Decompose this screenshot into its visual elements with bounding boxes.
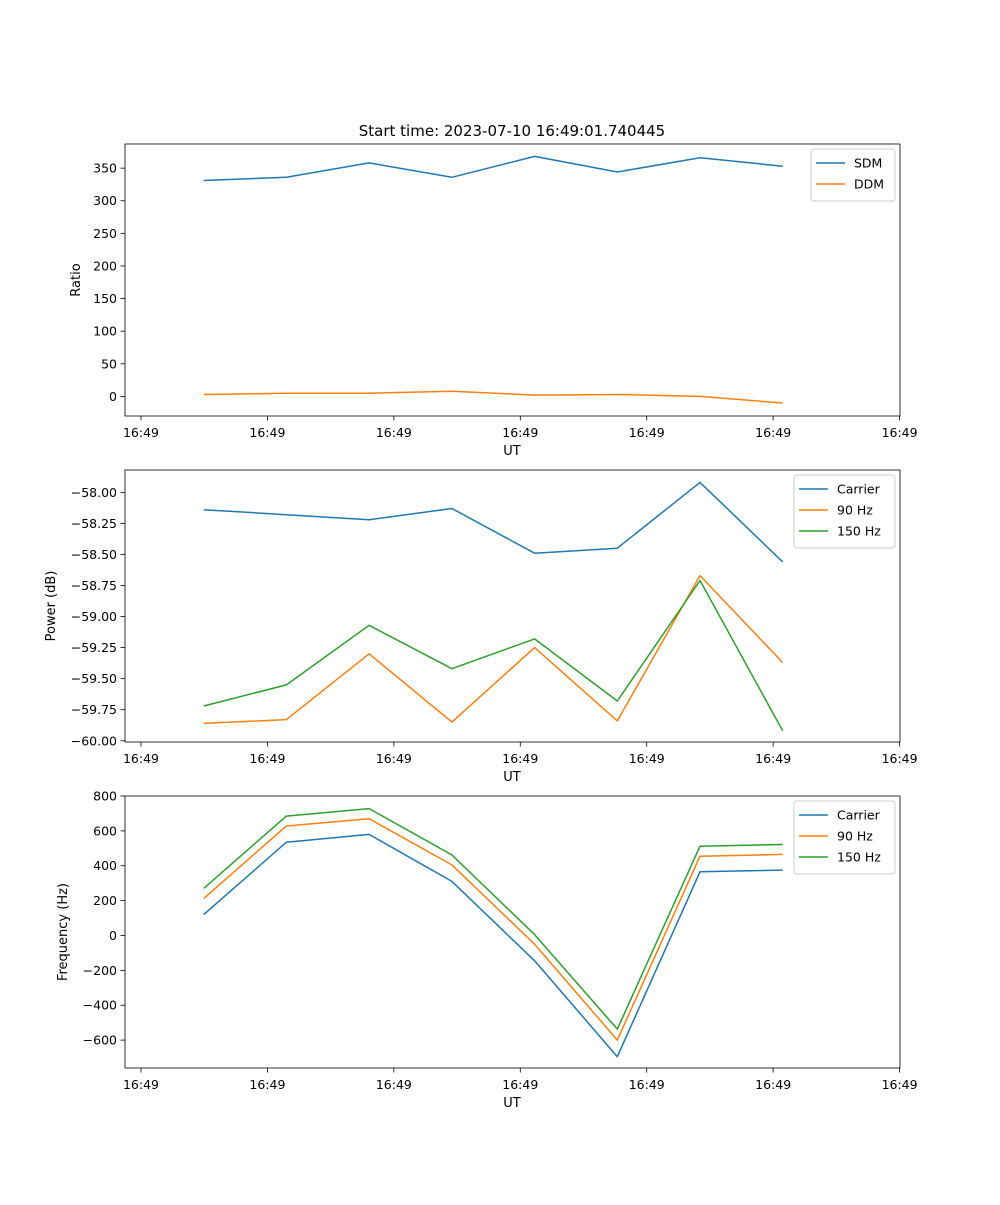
x-tick-label: 16:49 [249,425,285,440]
y-tick-label: −58.50 [71,547,117,562]
series-line-carrier [203,833,783,1058]
y-tick-label: 200 [93,893,117,908]
x-axis-label: UT [503,1096,521,1111]
legend-label: Carrier [837,482,881,497]
axes-frame [124,795,901,1069]
y-tick-label: 100 [93,324,117,339]
y-tick-label: 400 [93,858,117,873]
legend-box [793,474,896,549]
y-tick-label: 250 [93,226,117,241]
x-tick-label: 16:49 [376,425,412,440]
y-tick-label: 600 [93,823,117,838]
x-tick-label: 16:49 [376,1077,412,1092]
legend-box [793,800,896,875]
x-tick-label: 16:49 [755,1077,791,1092]
legend-label: SDM [854,156,882,171]
y-axis-label: Ratio [69,263,84,296]
series-line-ddm [203,390,783,404]
legend-label: 150 Hz [837,850,881,865]
legend-label: 90 Hz [837,503,873,518]
y-tick-label: 0 [109,389,117,404]
chart-panel-3: 16:4916:4916:4916:4916:4916:4916:4916:50… [56,789,918,1112]
y-tick-label: −600 [83,1033,117,1048]
x-tick-label: 16:49 [123,751,159,766]
plot-area [125,796,900,1068]
series-line-carrier [203,481,784,563]
y-tick-label: −59.00 [71,609,117,624]
figure-title: Start time: 2023-07-10 16:49:01.740445 [359,122,665,140]
y-tick-label: −58.75 [71,578,117,593]
y-tick-label: 200 [93,258,117,273]
y-tick-label: 50 [101,356,117,371]
x-axis-label: UT [503,444,521,459]
y-tick-label: −60.00 [71,733,117,748]
x-tick-label: 16:49 [249,751,285,766]
x-tick-label: 16:49 [502,1077,538,1092]
y-tick-label: −58.25 [71,516,117,531]
legend-box [810,148,896,202]
x-tick-label: 16:49 [629,1077,665,1092]
x-tick-label: 16:49 [123,425,159,440]
legend: SDM DDM [810,148,896,202]
legend: Carrier 90 Hz 150 Hz [793,474,896,549]
y-tick-label: 300 [93,193,117,208]
y-tick-label: 0 [109,928,117,943]
x-axis-label: UT [503,770,521,785]
chart-panel-1: 16:4916:4916:4916:4916:4916:4916:4916:50… [69,143,918,459]
series-line-90-hz [203,817,783,1041]
axes-frame [124,469,901,743]
x-tick-label: 16:49 [755,751,791,766]
y-axis-label: Power (dB) [44,571,59,642]
x-tick-label: 16:49 [882,751,918,766]
x-tick-label: 16:49 [882,1077,918,1092]
legend: Carrier 90 Hz 150 Hz [793,800,896,875]
x-tick-label: 16:49 [123,1077,159,1092]
legend-label: Carrier [837,808,881,823]
y-tick-label: −200 [83,963,117,978]
series-line-sdm [203,155,783,182]
y-axis-label: Frequency (Hz) [56,883,71,981]
x-tick-label: 16:49 [629,425,665,440]
axes-frame [124,143,901,417]
legend-label: DDM [854,177,884,192]
x-tick-label: 16:49 [755,425,791,440]
plot-area [125,144,900,416]
x-tick-label: 16:49 [502,751,538,766]
y-tick-label: −59.25 [71,640,117,655]
y-tick-label: −58.00 [71,485,117,500]
x-tick-label: 16:49 [249,1077,285,1092]
legend-label: 150 Hz [837,524,881,539]
series-line-150-hz [203,807,783,1030]
x-tick-label: 16:49 [376,751,412,766]
y-tick-label: −59.75 [71,702,117,717]
plot-area [125,470,900,742]
y-tick-label: 150 [93,291,117,306]
x-tick-label: 16:49 [629,751,665,766]
y-tick-label: −400 [83,998,117,1013]
chart-panel-2: 16:4916:4916:4916:4916:4916:4916:4916:50… [44,469,918,785]
x-tick-label: 16:49 [882,425,918,440]
x-tick-label: 16:49 [502,425,538,440]
y-tick-label: −59.50 [71,671,117,686]
y-tick-label: 350 [93,161,117,176]
legend-label: 90 Hz [837,829,873,844]
series-line-150-hz [203,579,784,732]
y-tick-label: 800 [93,789,117,804]
